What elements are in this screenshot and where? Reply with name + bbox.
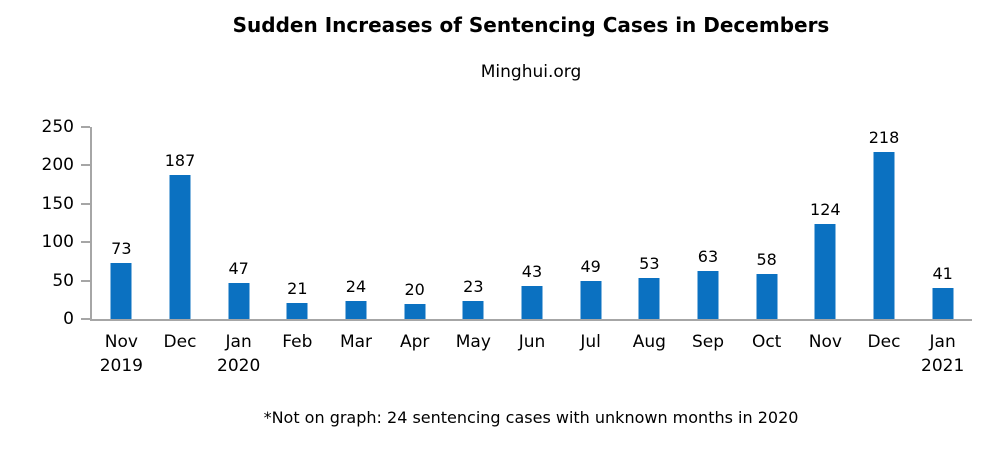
bar-column: 58 Oct (737, 127, 796, 352)
x-tick-label-line: May (455, 332, 491, 352)
bar-column: 187 Dec (151, 127, 210, 352)
x-tick-label: Nov 2019 (86, 330, 157, 378)
x-tick-label: Jun (497, 330, 568, 354)
bar (462, 301, 484, 319)
x-tick-label-line: Mar (339, 332, 373, 352)
y-axis (90, 127, 92, 319)
bar-column: 23 May (444, 127, 503, 352)
bar-value-label: 49 (580, 257, 601, 277)
bar-value-label: 23 (463, 277, 484, 297)
bar-value-label: 47 (228, 258, 249, 278)
bar (580, 281, 602, 319)
x-tick-label-line: Sep (691, 332, 724, 352)
x-tick-label: Jul (555, 330, 626, 354)
x-tick-label: Dec (145, 330, 216, 354)
y-tick-label: 200 (41, 155, 74, 176)
bar-value-label: 187 (164, 151, 196, 171)
chart-subtitle: Minghui.org (480, 62, 582, 82)
bar-value-label: 73 (111, 238, 132, 258)
bar-value-label: 58 (756, 250, 777, 270)
x-tick-label-line: Apr (399, 332, 430, 352)
bar (932, 287, 954, 319)
x-tick-label: Jan 2020 (203, 330, 274, 378)
x-tick-label-line: 2020 (217, 356, 261, 376)
bar-value-label: 24 (345, 276, 367, 296)
x-tick-label: Dec (849, 330, 920, 354)
bar (697, 270, 719, 319)
y-tick-label: 100 (41, 232, 74, 253)
bar-column: 41 Jan 2021 (913, 127, 972, 376)
x-tick-label: Jan 2021 (907, 330, 978, 378)
y-tick-label: 0 (63, 309, 74, 329)
y-tick-mark (81, 318, 90, 320)
y-tick-mark (81, 164, 90, 167)
x-tick-label-line: Jan (225, 332, 252, 352)
bar-column: 218 Dec (855, 127, 914, 352)
bar (638, 278, 660, 319)
x-tick-label: Mar (321, 330, 392, 354)
x-tick-label-line: Aug (632, 332, 666, 352)
x-tick-label: Aug (614, 330, 685, 354)
bar-column: 73 Nov 2019 (92, 127, 151, 376)
y-tick-mark (81, 241, 90, 244)
bar (814, 223, 836, 319)
y-tick-label: 250 (41, 117, 74, 137)
bar (521, 285, 543, 319)
x-tick-label: Apr (379, 330, 450, 354)
bar-value-label: 124 (810, 199, 841, 219)
bar (286, 302, 308, 319)
x-tick-label: Feb (262, 330, 333, 354)
bar-column: 63 Sep (679, 127, 738, 352)
x-tick-label-line: Nov (808, 332, 842, 352)
bar-column: 43 Jun (503, 127, 562, 352)
bar-value-label: 63 (697, 246, 719, 266)
bar (873, 151, 895, 319)
y-tick-mark (81, 279, 90, 282)
x-tick-label-line: Jul (580, 332, 601, 352)
x-tick-label-line: 2021 (921, 356, 965, 376)
x-tick-label: May (438, 330, 509, 354)
bar (110, 262, 132, 319)
bar-value-label: 218 (868, 127, 900, 147)
x-tick-label-line: 2019 (99, 356, 143, 376)
bar-column: 124 Nov (796, 127, 855, 352)
x-tick-label-line: Nov (104, 332, 138, 352)
x-tick-label: Nov (790, 330, 861, 354)
bar-column: 53 Aug (620, 127, 679, 352)
x-tick-label-line: Dec (163, 332, 197, 352)
x-tick-label-line: Dec (867, 332, 901, 352)
x-axis (90, 319, 972, 321)
bar-value-label: 41 (932, 263, 953, 283)
x-tick-label: Oct (731, 330, 802, 354)
y-tick-mark (81, 126, 90, 128)
chart-footnote: *Not on graph: 24 sentencing cases with … (263, 408, 799, 427)
bar-value-label: 53 (639, 254, 660, 274)
bar-column: 21 Feb (268, 127, 327, 352)
x-tick-label-line: Oct (751, 332, 782, 352)
x-tick-label-line: Jan (929, 332, 956, 352)
x-tick-label-line: Feb (282, 332, 313, 352)
bar-value-label: 21 (287, 278, 308, 298)
bar (345, 300, 367, 319)
plot-area: 0 50 100 150 200 250 73 Nov 2019 187 Dec 47 Jan 2020 2… (42, 117, 972, 376)
bar (169, 175, 191, 319)
bar-column: 49 Jul (561, 127, 620, 352)
y-tick-mark (81, 202, 90, 205)
bar (404, 303, 426, 319)
y-tick-label: 150 (41, 193, 74, 214)
bar-value-label: 20 (404, 279, 425, 299)
bar-column: 47 Jan 2020 (209, 127, 268, 376)
chart-title: Sudden Increases of Sentencing Cases in … (232, 13, 830, 37)
y-tick-label: 50 (52, 270, 74, 291)
x-tick-label-line: Jun (518, 332, 546, 352)
bar-column: 20 Apr (385, 127, 444, 352)
x-tick-label: Sep (673, 330, 744, 354)
bar (228, 282, 250, 319)
bar (756, 274, 778, 319)
bar-column: 24 Mar (327, 127, 386, 352)
bar-value-label: 43 (521, 261, 543, 281)
